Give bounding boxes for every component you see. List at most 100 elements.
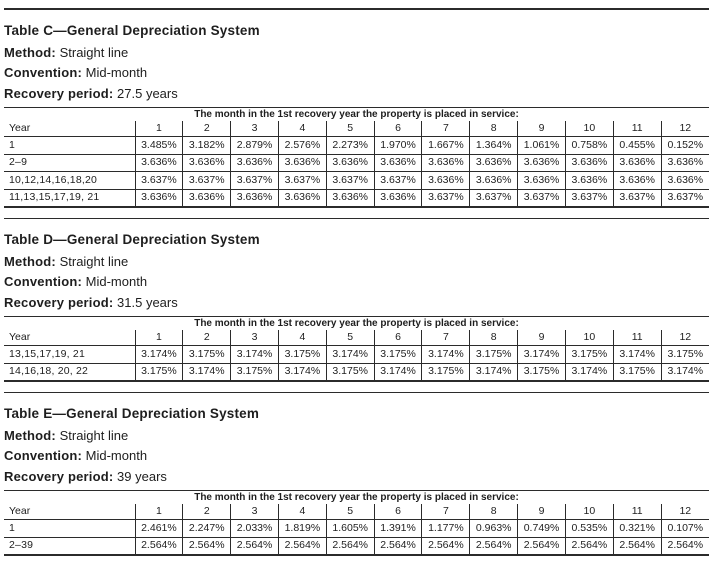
rate-cell: 3.636% [469,154,518,172]
rate-cell: 0.758% [564,136,614,155]
rate-cell: 2.564% [277,537,327,556]
month-column-header: 4 [277,329,327,346]
method-value: Straight line [59,253,129,269]
convention-label: Convention: [4,65,83,80]
rate-cell: 2.564% [612,537,662,556]
month-column-header: 11 [612,503,662,520]
rate-cell: 3.637% [277,171,327,190]
rate-cell: 3.636% [564,154,614,172]
month-column-header: 5 [325,329,375,346]
rate-cell: 3.175% [660,345,709,364]
rate-cell: 3.174% [660,363,709,382]
rate-cell: 2.564% [421,537,470,556]
table-d-section: Table D—General Depreciation System Meth… [4,232,709,382]
method-value: Straight line [59,44,129,60]
rate-cell: 3.636% [230,154,279,172]
rate-cell: 3.637% [469,189,518,208]
rate-cell: 3.174% [517,345,566,364]
month-column-header: 8 [469,503,518,520]
method-value: Straight line [59,427,129,443]
rate-cell: 2.879% [230,136,279,155]
rate-cell: 0.535% [564,519,614,538]
rate-cell: 3.175% [325,363,375,382]
rate-cell: 3.636% [134,189,183,208]
rate-cell: 3.636% [373,154,422,172]
month-column-header: 2 [182,329,231,346]
rate-cell: 3.636% [612,171,662,190]
recovery-line: Recovery period: 39 years [4,468,709,484]
document-page: Table C—General Depreciation System Meth… [0,8,714,556]
rate-cell: 3.636% [277,189,327,208]
depreciation-table-e: The month in the 1st recovery year the p… [4,489,709,556]
convention-value: Mid-month [85,448,148,463]
year-range-cell: 13,15,17,19, 21 [4,345,135,364]
rate-cell: 3.174% [612,345,662,364]
rate-cell: 0.963% [469,519,518,538]
month-column-header: 3 [230,329,279,346]
table-row: 2–9 3.636% 3.636% 3.636% 3.636% 3.636% 3.636% 3… [4,154,709,172]
convention-line: Convention: Mid-month [4,66,709,80]
recovery-line: Recovery period: 27.5 years [4,85,709,101]
month-column-header: 7 [421,503,470,520]
recovery-value: 27.5 years [117,85,178,101]
rate-cell: 3.636% [517,171,566,190]
rate-cell: 2.461% [134,519,183,538]
rate-cell: 1.970% [373,136,422,155]
rate-cell: 1.605% [325,519,375,538]
rate-cell: 2.273% [325,136,375,155]
rate-cell: 3.175% [421,363,470,382]
convention-value: Mid-month [85,274,148,289]
rate-cell: 3.636% [134,154,183,172]
section-divider [4,392,709,393]
year-range-cell: 10,12,14,16,18,20 [4,171,135,190]
rate-cell: 3.637% [612,189,662,208]
method-line: Method: Straight line [4,44,709,60]
rate-cell: 3.174% [373,363,422,382]
rate-cell: 3.174% [325,345,375,364]
recovery-value: 39 years [117,468,167,484]
method-line: Method: Straight line [4,427,709,443]
month-column-header: 8 [469,329,518,346]
rate-cell: 3.182% [182,136,231,155]
depreciation-table-d: The month in the 1st recovery year the p… [4,315,709,382]
rate-cell: 3.636% [325,189,375,208]
rate-cell: 3.637% [325,171,375,190]
rate-cell: 3.175% [612,363,662,382]
month-column-header: 6 [373,120,422,137]
table-caption: The month in the 1st recovery year the p… [4,106,709,121]
rate-cell: 3.175% [230,363,279,382]
rate-cell: 3.174% [469,363,518,382]
table-row: 11,13,15,17,19, 21 3.636% 3.636% 3.636% 3.63… [4,189,709,208]
rate-cell: 3.637% [564,189,614,208]
depreciation-table-c: The month in the 1st recovery year the p… [4,106,709,208]
table-caption-row: The month in the 1st recovery year the p… [4,106,709,121]
rate-cell: 2.564% [182,537,231,556]
rate-cell: 3.175% [564,345,614,364]
month-column-header: 8 [469,120,518,137]
month-column-header: 3 [230,120,279,137]
month-column-header: 10 [564,503,614,520]
section-title: Table D—General Depreciation System [4,232,260,247]
rate-cell: 0.455% [612,136,662,155]
rate-cell: 3.636% [660,171,709,190]
month-column-header: 11 [612,120,662,137]
convention-line: Convention: Mid-month [4,275,709,289]
month-column-header: 3 [230,503,279,520]
rate-cell: 3.636% [182,189,231,208]
month-column-header: 4 [277,503,327,520]
rate-cell: 2.564% [564,537,614,556]
rate-cell: 2.564% [660,537,709,556]
month-column-header: 1 [134,120,183,137]
rate-cell: 3.637% [421,189,470,208]
table-c-section: Table C—General Depreciation System Meth… [4,23,709,208]
table-row: 1 2.461% 2.247% 2.033% 1.819% 1.605% 1.391% 1.1… [4,519,709,538]
table-row: 1 3.485% 3.182% 2.879% 2.576% 2.273% 1.970% 1.6… [4,136,709,155]
table-caption: The month in the 1st recovery year the p… [4,315,709,330]
rate-cell: 1.819% [277,519,327,538]
table-row: 10,12,14,16,18,20 3.637% 3.637% 3.637% 3.637… [4,171,709,190]
rate-cell: 3.636% [660,154,709,172]
year-range-cell: 11,13,15,17,19, 21 [4,189,135,208]
rate-cell: 2.564% [134,537,183,556]
rate-cell: 0.321% [612,519,662,538]
rate-cell: 3.636% [325,154,375,172]
